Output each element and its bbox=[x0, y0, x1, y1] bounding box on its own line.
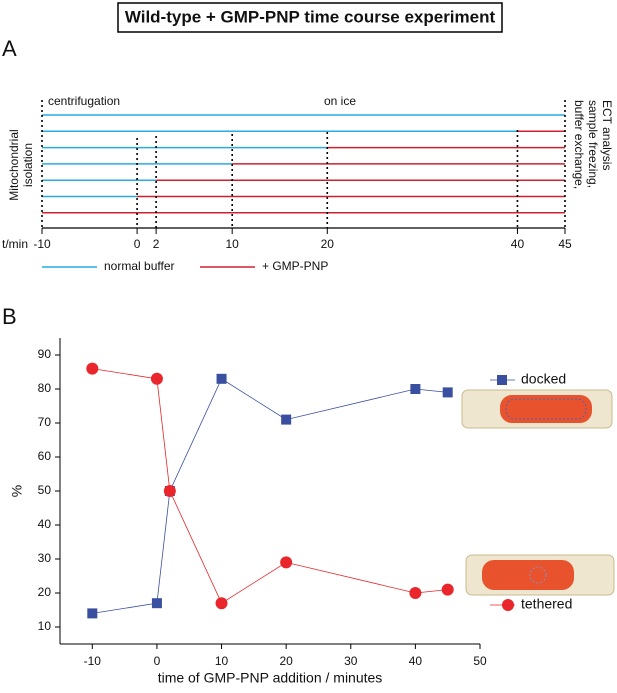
y-tick-label: 80 bbox=[38, 381, 52, 395]
phase-label: centrifugation bbox=[48, 94, 120, 108]
y-tick-label: 60 bbox=[38, 449, 52, 463]
title-box bbox=[117, 2, 503, 33]
x-tick-label: 30 bbox=[344, 654, 358, 668]
marker bbox=[409, 587, 422, 599]
marker bbox=[150, 372, 163, 385]
x-tick-label: -10 bbox=[33, 237, 51, 251]
series-line bbox=[92, 378, 448, 614]
marker bbox=[86, 362, 99, 375]
panel-label: A bbox=[2, 36, 17, 61]
side-label: Mitochondrial bbox=[7, 129, 21, 200]
marker bbox=[280, 556, 293, 569]
title: Wild-type + GMP-PNP time course experime… bbox=[125, 7, 496, 26]
x-tick-label: 0 bbox=[154, 654, 161, 668]
marker bbox=[87, 608, 98, 619]
y-tick-label: 20 bbox=[38, 585, 52, 599]
marker bbox=[441, 583, 454, 596]
x-axis-label: time of GMP-PNP addition / minutes bbox=[158, 670, 383, 686]
axis-label: t/min bbox=[2, 237, 28, 251]
illustration-tethered bbox=[465, 554, 615, 596]
marker bbox=[216, 373, 227, 384]
x-tick-label: 50 bbox=[473, 654, 487, 668]
series-line bbox=[92, 368, 448, 604]
y-tick-label: 10 bbox=[38, 619, 52, 633]
x-tick-label: 0 bbox=[134, 237, 141, 251]
illustration-docked bbox=[461, 389, 613, 429]
side-label: isolation bbox=[21, 143, 35, 187]
side-label: sample freezing, bbox=[586, 100, 600, 188]
y-tick-label: 90 bbox=[38, 347, 52, 361]
legend-marker bbox=[502, 599, 514, 611]
x-tick-label: 20 bbox=[279, 654, 293, 668]
side-label: ECT analysis bbox=[600, 100, 614, 170]
y-tick-label: 40 bbox=[38, 517, 52, 531]
marker bbox=[163, 485, 176, 497]
x-tick-label: 40 bbox=[409, 654, 423, 668]
marker bbox=[410, 384, 421, 394]
legend-label: normal buffer bbox=[104, 259, 174, 273]
marker bbox=[151, 598, 162, 609]
x-tick-label: 10 bbox=[226, 237, 240, 251]
legend-label: + GMP-PNP bbox=[262, 259, 328, 273]
phase-label: on ice bbox=[324, 94, 356, 108]
side-label: buffer exchange, bbox=[572, 100, 586, 189]
legend-marker bbox=[497, 375, 507, 385]
panel-label: B bbox=[2, 304, 17, 329]
y-tick-label: 70 bbox=[38, 415, 52, 429]
x-tick-label: 45 bbox=[558, 237, 572, 251]
x-tick-label: -10 bbox=[84, 654, 102, 668]
y-tick-label: 30 bbox=[38, 551, 52, 565]
marker bbox=[442, 387, 453, 398]
legend-label: docked bbox=[521, 371, 566, 387]
y-tick-label: 50 bbox=[38, 483, 52, 497]
x-tick-label: 10 bbox=[215, 654, 229, 668]
x-tick-label: 2 bbox=[153, 237, 160, 251]
marker bbox=[215, 597, 228, 610]
x-tick-label: 20 bbox=[321, 237, 335, 251]
legend-label: tethered bbox=[521, 596, 572, 612]
marker bbox=[281, 414, 292, 425]
y-axis-label: % bbox=[9, 485, 25, 497]
x-tick-label: 40 bbox=[511, 237, 525, 251]
